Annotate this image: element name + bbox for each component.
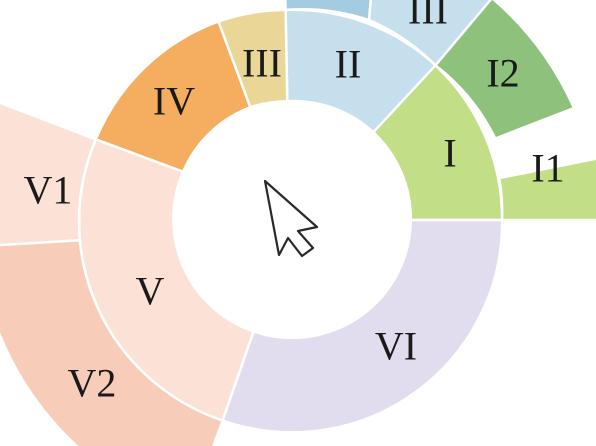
label-III: III	[242, 41, 282, 86]
label-V: V	[136, 269, 165, 314]
labels: I II III IV V VI I1 I2 III V1 V2	[24, 0, 565, 406]
inner-ring	[77, 8, 504, 434]
segment-V2[interactable]	[0, 238, 224, 446]
label-V1: V1	[24, 168, 73, 213]
segment-outer-top[interactable]	[283, 0, 378, 22]
label-II: II	[335, 42, 362, 87]
arrow-cursor-icon	[263, 179, 319, 258]
label-I1: I1	[531, 146, 564, 191]
segment-I1[interactable]	[498, 157, 596, 222]
segment-III-outer[interactable]	[367, 0, 492, 67]
label-I2: I2	[486, 51, 519, 96]
label-IV: IV	[153, 79, 195, 124]
label-III-outer: III	[408, 0, 448, 33]
label-I: I	[443, 131, 456, 176]
segment-I2[interactable]	[434, 0, 576, 140]
label-VI: VI	[375, 324, 417, 369]
label-V2: V2	[68, 361, 117, 406]
segment-VI[interactable]	[221, 218, 504, 434]
